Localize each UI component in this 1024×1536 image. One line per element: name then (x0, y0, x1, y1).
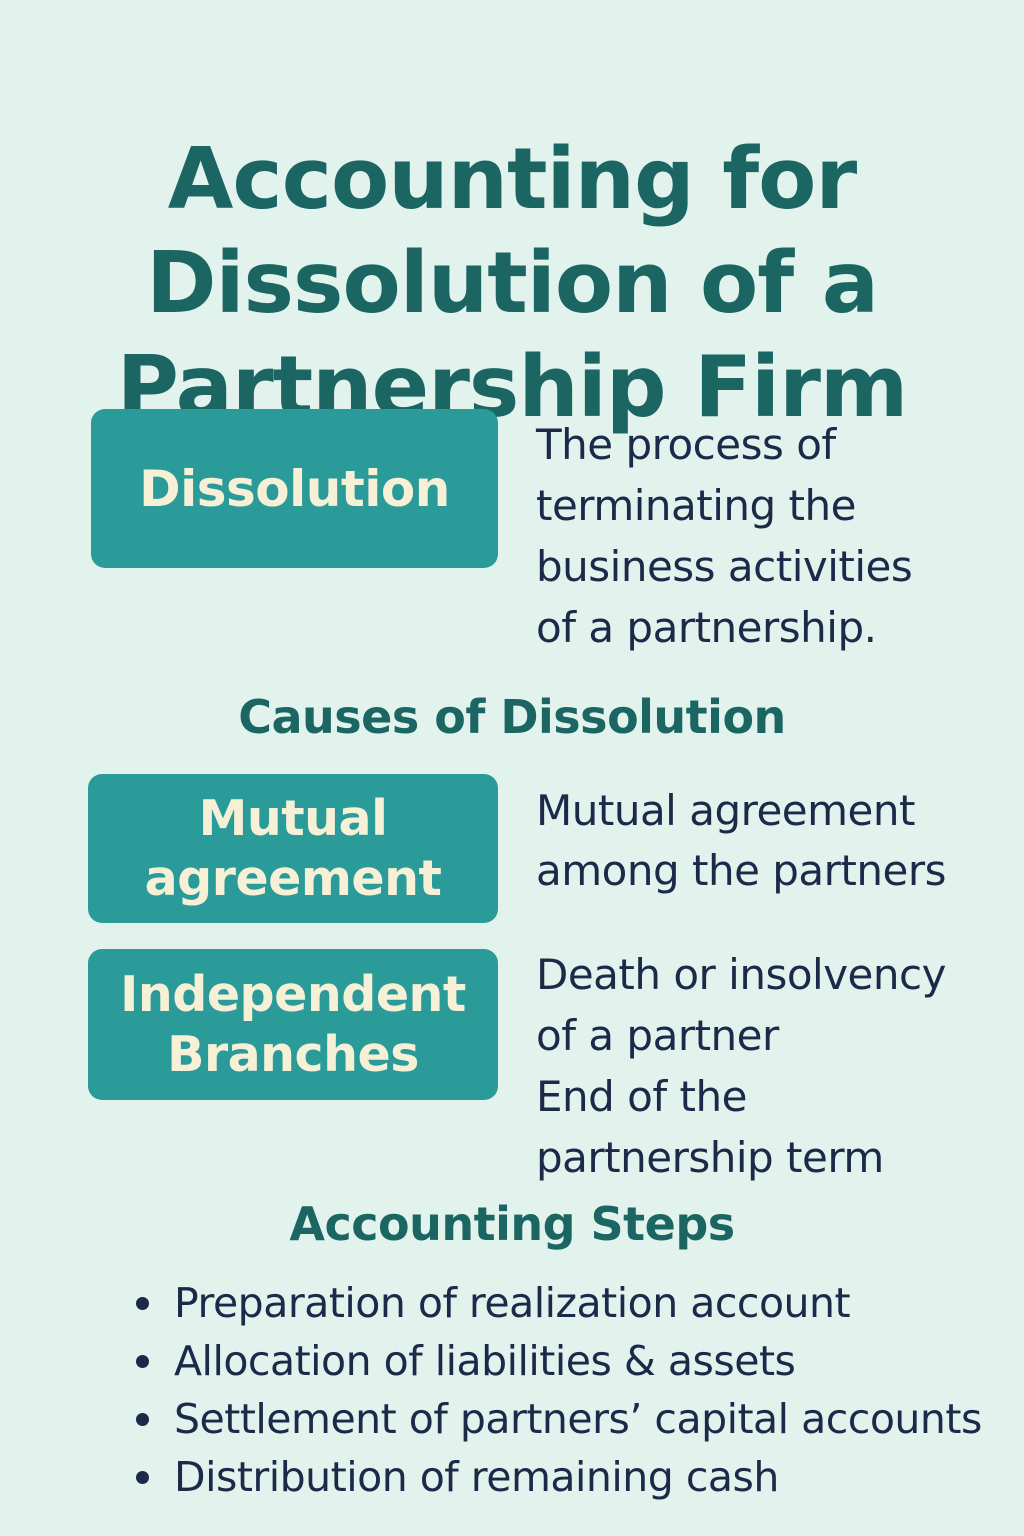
description-line: Death or insolvency (536, 950, 946, 999)
mutual-agreement-description: Mutual agreement among the partners (536, 781, 947, 901)
description-line: partnership term (536, 1133, 884, 1182)
list-item: Preparation of realization account (130, 1274, 982, 1332)
dissolution-tag-label: Dissolution (139, 459, 450, 518)
dissolution-tag: Dissolution (91, 409, 498, 568)
steps-heading: Accounting Steps (289, 1197, 735, 1251)
tag-label-line: Independent (120, 965, 466, 1023)
independent-branches-description: Death or insolvency of a partner End of … (536, 944, 946, 1188)
page-title: Accounting for Dissolution of a Partners… (0, 128, 1024, 440)
description-line: The process of (536, 420, 836, 469)
bullet-icon (136, 1297, 149, 1310)
step-text: Preparation of realization account (174, 1279, 851, 1327)
independent-branches-tag: Independent Branches (88, 949, 498, 1100)
bullet-icon (136, 1471, 149, 1484)
causes-heading: Causes of Dissolution (238, 690, 786, 744)
list-item: Settlement of partners’ capital accounts (130, 1390, 982, 1448)
title-line: Accounting for (167, 129, 857, 229)
description-line: business activities (536, 542, 913, 591)
bullet-icon (136, 1413, 149, 1426)
list-item: Allocation of liabilities & assets (130, 1332, 982, 1390)
step-text: Distribution of remaining cash (174, 1453, 779, 1501)
mutual-agreement-tag: Mutual agreement (88, 774, 498, 923)
step-text: Allocation of liabilities & assets (174, 1337, 796, 1385)
description-line: among the partners (536, 846, 947, 895)
title-line: Dissolution of a (146, 233, 879, 333)
tag-label-line: Branches (167, 1025, 419, 1083)
list-item: Distribution of remaining cash (130, 1448, 982, 1506)
steps-list: Preparation of realization account Alloc… (130, 1274, 982, 1506)
tag-label-line: Mutual (198, 789, 388, 847)
bullet-icon (136, 1355, 149, 1368)
tag-label-line: agreement (144, 849, 442, 907)
description-line: of a partner (536, 1011, 779, 1060)
dissolution-description: The process of terminating the business … (536, 414, 913, 658)
description-line: End of the (536, 1072, 747, 1121)
description-line: Mutual agreement (536, 786, 915, 835)
description-line: of a partnership. (536, 603, 877, 652)
description-line: terminating the (536, 481, 856, 530)
step-text: Settlement of partners’ capital accounts (174, 1395, 982, 1443)
